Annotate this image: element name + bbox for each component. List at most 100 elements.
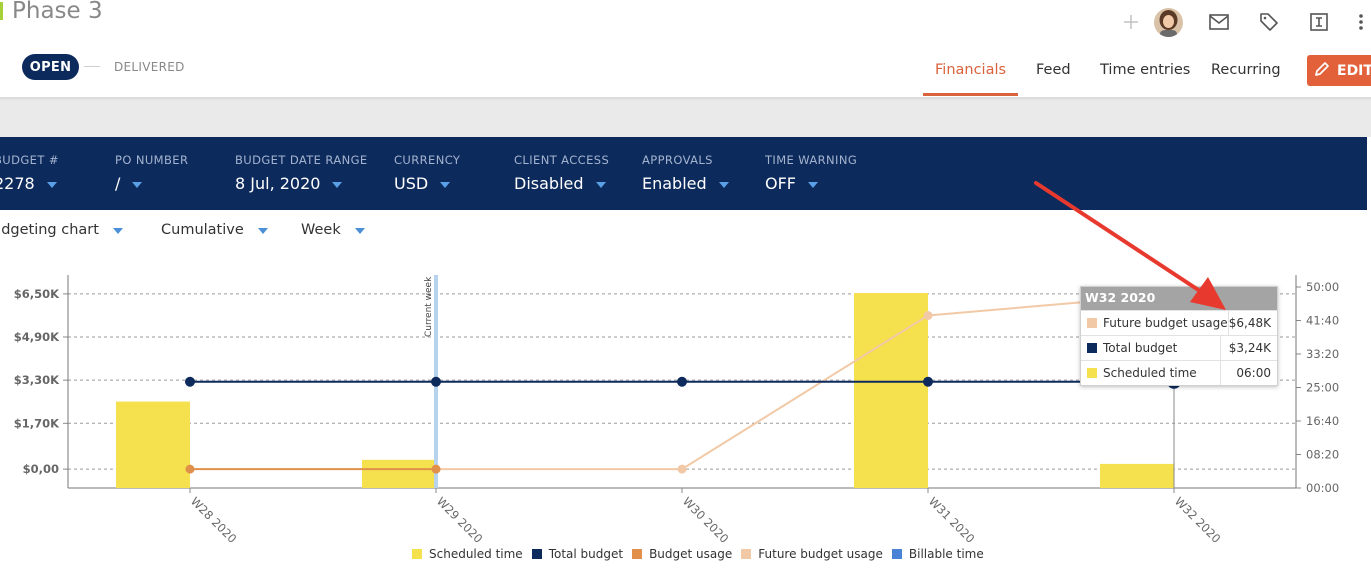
invoice-icon[interactable] <box>1305 8 1333 36</box>
chart-type-value: udgeting chart <box>0 222 99 238</box>
point-total-budget <box>185 376 195 387</box>
y-right-tick-label: 33:20 <box>1306 347 1339 361</box>
chevron-down-icon[interactable] <box>46 181 57 188</box>
tooltip-row-name: Future budget usage <box>1103 316 1228 330</box>
legend-swatch <box>531 549 542 559</box>
bar-scheduled-time <box>362 459 436 488</box>
x-tick-label: W28 2020 <box>188 494 240 546</box>
budget-number-field[interactable]: BUDGET # 2278 <box>0 153 59 193</box>
edit-button[interactable]: EDIT <box>1307 55 1371 86</box>
legend-label: Billable time <box>908 547 984 561</box>
bar-scheduled-time <box>854 293 928 488</box>
legend-item-billable-time[interactable]: Billable time <box>891 547 984 561</box>
chevron-down-icon[interactable] <box>808 181 818 188</box>
currency-field[interactable]: CURRENCY USD <box>394 153 460 193</box>
chevron-down-icon[interactable] <box>440 181 451 188</box>
more-vertical-icon[interactable] <box>1353 8 1369 36</box>
budget-date-range-field[interactable]: BUDGET DATE RANGE 8 Jul, 2020 <box>235 153 368 193</box>
tooltip-row: Future budget usage $6,48K <box>1081 310 1277 335</box>
chevron-down-icon[interactable] <box>132 181 143 188</box>
time-warning-label: TIME WARNING <box>765 153 858 167</box>
chevron-down-icon[interactable] <box>354 228 365 234</box>
bar-scheduled-time <box>116 401 190 488</box>
approvals-label: APPROVALS <box>642 153 713 167</box>
legend-item-scheduled-time[interactable]: Scheduled time <box>412 547 523 561</box>
legend-swatch <box>632 549 643 559</box>
tooltip-row-value: $6,48K <box>1228 316 1271 330</box>
budget-date-range-label: BUDGET DATE RANGE <box>235 153 368 167</box>
chart-tooltip: W32 2020 Future budget usage $6,48K Tota… <box>1080 286 1278 386</box>
budget-info-bar: BUDGET # 2278 PO NUMBER / BUDGET DATE RA… <box>0 137 1367 210</box>
tab-feed[interactable]: Feed <box>1036 62 1071 78</box>
chart-type-select[interactable]: udgeting chart <box>0 222 123 238</box>
y-right-tick-label: 00:00 <box>1306 481 1339 495</box>
tag-icon[interactable] <box>1255 8 1283 36</box>
point-total-budget <box>431 376 441 387</box>
client-access-field[interactable]: CLIENT ACCESS Disabled <box>514 153 609 193</box>
tooltip-title: W32 2020 <box>1081 287 1277 310</box>
budgeting-chart: Current week $0,00 $1,70K $3,30K $4,90K $6,5… <box>14 275 1339 546</box>
y-left-tick-label: $6,50K <box>14 287 60 301</box>
point-future-budget-usage <box>677 464 687 474</box>
page-header: Phase 3 OPEN DELIVERED Financials Feed T… <box>0 0 1371 97</box>
y-left-tick-label: $0,00 <box>23 462 59 476</box>
chevron-down-icon[interactable] <box>332 181 343 188</box>
legend-swatch <box>1087 318 1097 328</box>
status-connector <box>84 66 100 67</box>
y-left-tick-label: $1,70K <box>14 416 60 430</box>
legend-swatch <box>1087 343 1097 353</box>
cumulative-select[interactable]: Cumulative <box>161 222 268 238</box>
y-right-tick-label: 41:40 <box>1306 313 1339 327</box>
chevron-down-icon[interactable] <box>112 228 123 234</box>
header-shadow <box>0 97 1371 101</box>
approvals-field[interactable]: APPROVALS Enabled <box>642 153 729 193</box>
po-number-value: / <box>115 174 121 193</box>
phase-color-marker <box>0 2 3 20</box>
avatar[interactable] <box>1154 8 1183 37</box>
y-right-tick-label: 25:00 <box>1306 381 1339 395</box>
y-right-tick-label: 16:40 <box>1306 414 1339 428</box>
tab-time-entries[interactable]: Time entries <box>1100 62 1191 78</box>
y-left-tick-label: $3,30K <box>14 373 60 387</box>
legend-item-future-budget-usage[interactable]: Future budget usage <box>741 547 883 561</box>
period-value: Week <box>301 222 341 238</box>
y-left-tick-label: $4,90K <box>14 330 60 344</box>
status-open-pill[interactable]: OPEN <box>22 54 79 80</box>
plus-icon[interactable] <box>1117 8 1145 36</box>
legend-item-budget-usage[interactable]: Budget usage <box>632 547 732 561</box>
x-tick-label: W29 2020 <box>434 494 486 546</box>
po-number-field[interactable]: PO NUMBER / <box>115 153 188 193</box>
tooltip-row-value: 06:00 <box>1236 366 1271 380</box>
tab-active-indicator <box>923 93 1018 96</box>
tooltip-row-value: $3,24K <box>1228 341 1271 355</box>
chevron-down-icon[interactable] <box>257 228 268 234</box>
status-delivered[interactable]: DELIVERED <box>114 60 185 74</box>
legend-item-total-budget[interactable]: Total budget <box>531 547 623 561</box>
chevron-down-icon[interactable] <box>718 181 729 188</box>
legend-label: Scheduled time <box>429 547 523 561</box>
tab-recurring[interactable]: Recurring <box>1211 62 1281 78</box>
approvals-value: Enabled <box>642 174 707 193</box>
header-separator-band <box>0 97 1371 137</box>
time-warning-value: OFF <box>765 174 796 193</box>
point-total-budget <box>677 376 687 387</box>
point-budget-usage <box>185 464 195 474</box>
point-budget-usage <box>431 464 441 474</box>
legend-swatch <box>412 549 422 559</box>
budget-number-label: BUDGET # <box>0 153 59 167</box>
client-access-value: Disabled <box>514 174 584 193</box>
point-future-budget-usage <box>923 310 933 320</box>
mail-icon[interactable] <box>1205 8 1233 36</box>
legend-swatch <box>891 549 902 559</box>
bar-scheduled-time <box>1100 463 1174 488</box>
po-number-label: PO NUMBER <box>115 153 189 167</box>
future-budget-usage-line <box>436 293 1175 471</box>
chevron-down-icon[interactable] <box>595 181 606 188</box>
cumulative-value: Cumulative <box>161 222 244 238</box>
pencil-icon <box>1313 60 1331 82</box>
time-warning-field[interactable]: TIME WARNING OFF <box>765 153 857 193</box>
point-total-budget <box>923 376 933 387</box>
tab-financials[interactable]: Financials <box>935 62 1007 78</box>
y-right-tick-label: 08:20 <box>1306 448 1339 462</box>
period-select[interactable]: Week <box>301 222 365 238</box>
